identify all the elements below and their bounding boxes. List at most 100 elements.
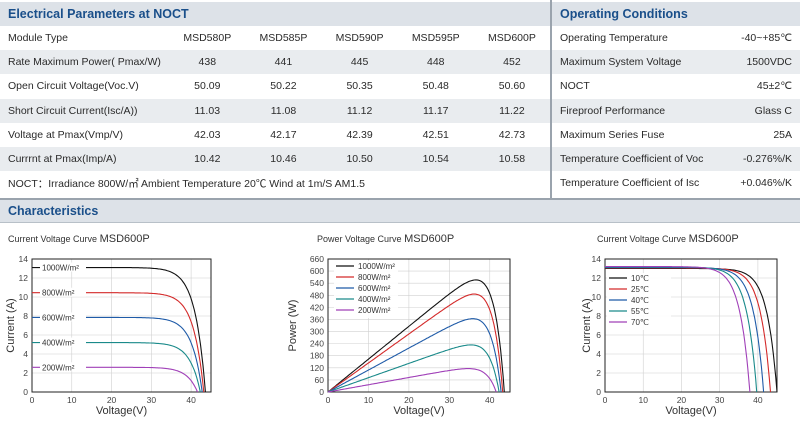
- x-tick-label: 0: [30, 395, 35, 405]
- chart-title-text: Power Voltage Curve: [317, 234, 402, 244]
- y-tick-label: 120: [310, 363, 324, 373]
- y-tick-label: 8: [23, 311, 28, 321]
- table-row: Open Circuit Voltage(Voc.V) 50.09 50.22 …: [0, 74, 550, 99]
- y-tick-label: 0: [319, 387, 324, 397]
- legend-label: 70℃: [631, 318, 649, 327]
- row-label: Currrnt at Pmax(Imp/A): [0, 146, 170, 172]
- table-row: Currrnt at Pmax(Imp/A) 10.42 10.46 10.50…: [0, 146, 550, 172]
- y-tick-label: 10: [592, 292, 602, 302]
- x-tick-label: 10: [67, 395, 77, 405]
- operating-conditions-table: Operating Temperature -40~+85℃ Maximum S…: [552, 26, 800, 196]
- chart-title: Current Voltage Curve MSD600P: [597, 233, 739, 245]
- x-tick-label: 30: [715, 395, 725, 405]
- cell-value: +0.046%/K: [727, 171, 800, 196]
- cell-value: 50.09: [169, 74, 246, 99]
- chart-title-model: MSD600P: [404, 233, 455, 245]
- model-header: MSD595P: [397, 26, 474, 51]
- cell-value: 42.73: [473, 122, 550, 147]
- cell-value: 42.39: [321, 122, 398, 147]
- electrical-title: Electrical Parameters at NOCT: [8, 7, 189, 21]
- table-row: Operating Temperature -40~+85℃: [552, 26, 800, 51]
- row-label: Operating Temperature: [552, 26, 728, 51]
- legend-label-bg: [40, 262, 86, 272]
- y-tick-label: 2: [596, 368, 601, 378]
- x-axis-label: Voltage(V): [393, 405, 444, 417]
- cell-value: 10.58: [473, 146, 550, 172]
- noct-note: NOCT：Irradiance 800W/㎡ Ambient Temperatu…: [0, 171, 550, 196]
- x-tick-label: 0: [326, 395, 331, 405]
- model-header: MSD600P: [473, 26, 550, 51]
- operating-section-header: Operating Conditions: [552, 2, 800, 26]
- y-tick-label: 4: [23, 349, 28, 359]
- y-tick-label: 6: [23, 330, 28, 340]
- cell-value: 50.22: [245, 74, 322, 99]
- legend-label: 600W/m²: [42, 313, 75, 322]
- table-row: Maximum System Voltage 1500VDC: [552, 50, 800, 75]
- legend-box: [607, 273, 671, 330]
- cell-value: 25A: [727, 122, 800, 147]
- vertical-divider: [550, 0, 552, 200]
- table-row: Temperature Coefficient of Isc +0.046%/K: [552, 171, 800, 196]
- legend-label: 800W/m²: [358, 273, 391, 282]
- y-tick-label: 10: [19, 292, 29, 302]
- y-tick-label: 14: [592, 254, 602, 264]
- table-row: Voltage at Pmax(Vmp/V) 42.03 42.17 42.39…: [0, 122, 550, 147]
- cell-value: 10.54: [397, 146, 474, 172]
- iv-curve-irradiance-chart: 0 2 4 6 8 10 12 14 0 10 20 30 40 1000W/m² 800W/m² 600W/…: [5, 254, 212, 417]
- cell-value: Glass C: [727, 98, 800, 123]
- plot-frame: [31, 258, 212, 393]
- chart-title-model: MSD600P: [99, 233, 150, 245]
- cell-value: 452: [473, 50, 550, 75]
- y-tick-label: 0: [596, 387, 601, 397]
- model-header: MSD590P: [321, 26, 398, 51]
- cell-value: 11.17: [397, 98, 474, 123]
- cell-value: 11.22: [473, 98, 550, 123]
- cell-value: 50.60: [473, 74, 550, 99]
- series-line: [605, 266, 751, 393]
- table-row-note: NOCT：Irradiance 800W/㎡ Ambient Temperatu…: [0, 171, 550, 196]
- cell-value: 50.35: [321, 74, 398, 99]
- row-label: Temperature Coefficient of Isc: [552, 171, 728, 196]
- y-tick-label: 12: [592, 273, 602, 283]
- table-row: Rate Maximum Power( Pmax/W) 438 441 445 …: [0, 50, 550, 75]
- y-tick-label: 0: [23, 387, 28, 397]
- y-tick-label: 60: [315, 375, 325, 385]
- cell-value: 42.03: [169, 122, 246, 147]
- y-axis-label: Power (W): [287, 300, 299, 352]
- operating-title: Operating Conditions: [560, 7, 688, 21]
- electrical-section-header: Electrical Parameters at NOCT: [0, 2, 550, 26]
- table-row: NOCT 45±2℃: [552, 74, 800, 99]
- legend-label: 1000W/m²: [42, 264, 79, 273]
- table-row: Maximum Series Fuse 25A: [552, 122, 800, 147]
- series-line: [31, 266, 206, 393]
- cell-value: 11.08: [245, 98, 322, 123]
- legend-label: 55℃: [631, 307, 649, 316]
- plot-frame: [327, 258, 511, 393]
- y-tick-label: 12: [19, 273, 29, 283]
- x-tick-label: 40: [485, 395, 495, 405]
- row-label: Maximum Series Fuse: [552, 122, 728, 147]
- cell-value: 42.51: [397, 122, 474, 147]
- x-tick-label: 20: [677, 395, 687, 405]
- series-line: [32, 316, 203, 393]
- legend-label-bg: [40, 337, 86, 347]
- y-tick-label: 6: [596, 330, 601, 340]
- legend-label: 400W/m²: [42, 339, 75, 348]
- y-tick-label: 2: [23, 368, 28, 378]
- x-tick-label: 40: [753, 395, 763, 405]
- legend-label: 800W/m²: [42, 289, 75, 298]
- row-label: Maximum System Voltage: [552, 50, 728, 75]
- characteristics-section-header: Characteristics: [0, 200, 800, 222]
- y-tick-label: 540: [310, 278, 324, 288]
- row-label: Short Circuit Current(Isc/A)): [0, 98, 170, 123]
- cell-value: -0.276%/K: [727, 146, 800, 172]
- cell-value: 10.46: [245, 146, 322, 172]
- legend-label: 200W/m²: [42, 363, 75, 372]
- model-header: MSD580P: [169, 26, 246, 51]
- row-label: Open Circuit Voltage(Voc.V): [0, 74, 170, 99]
- x-tick-label: 40: [186, 395, 196, 405]
- series-line: [327, 368, 497, 393]
- horizontal-divider: [0, 198, 800, 200]
- y-tick-label: 14: [19, 254, 29, 264]
